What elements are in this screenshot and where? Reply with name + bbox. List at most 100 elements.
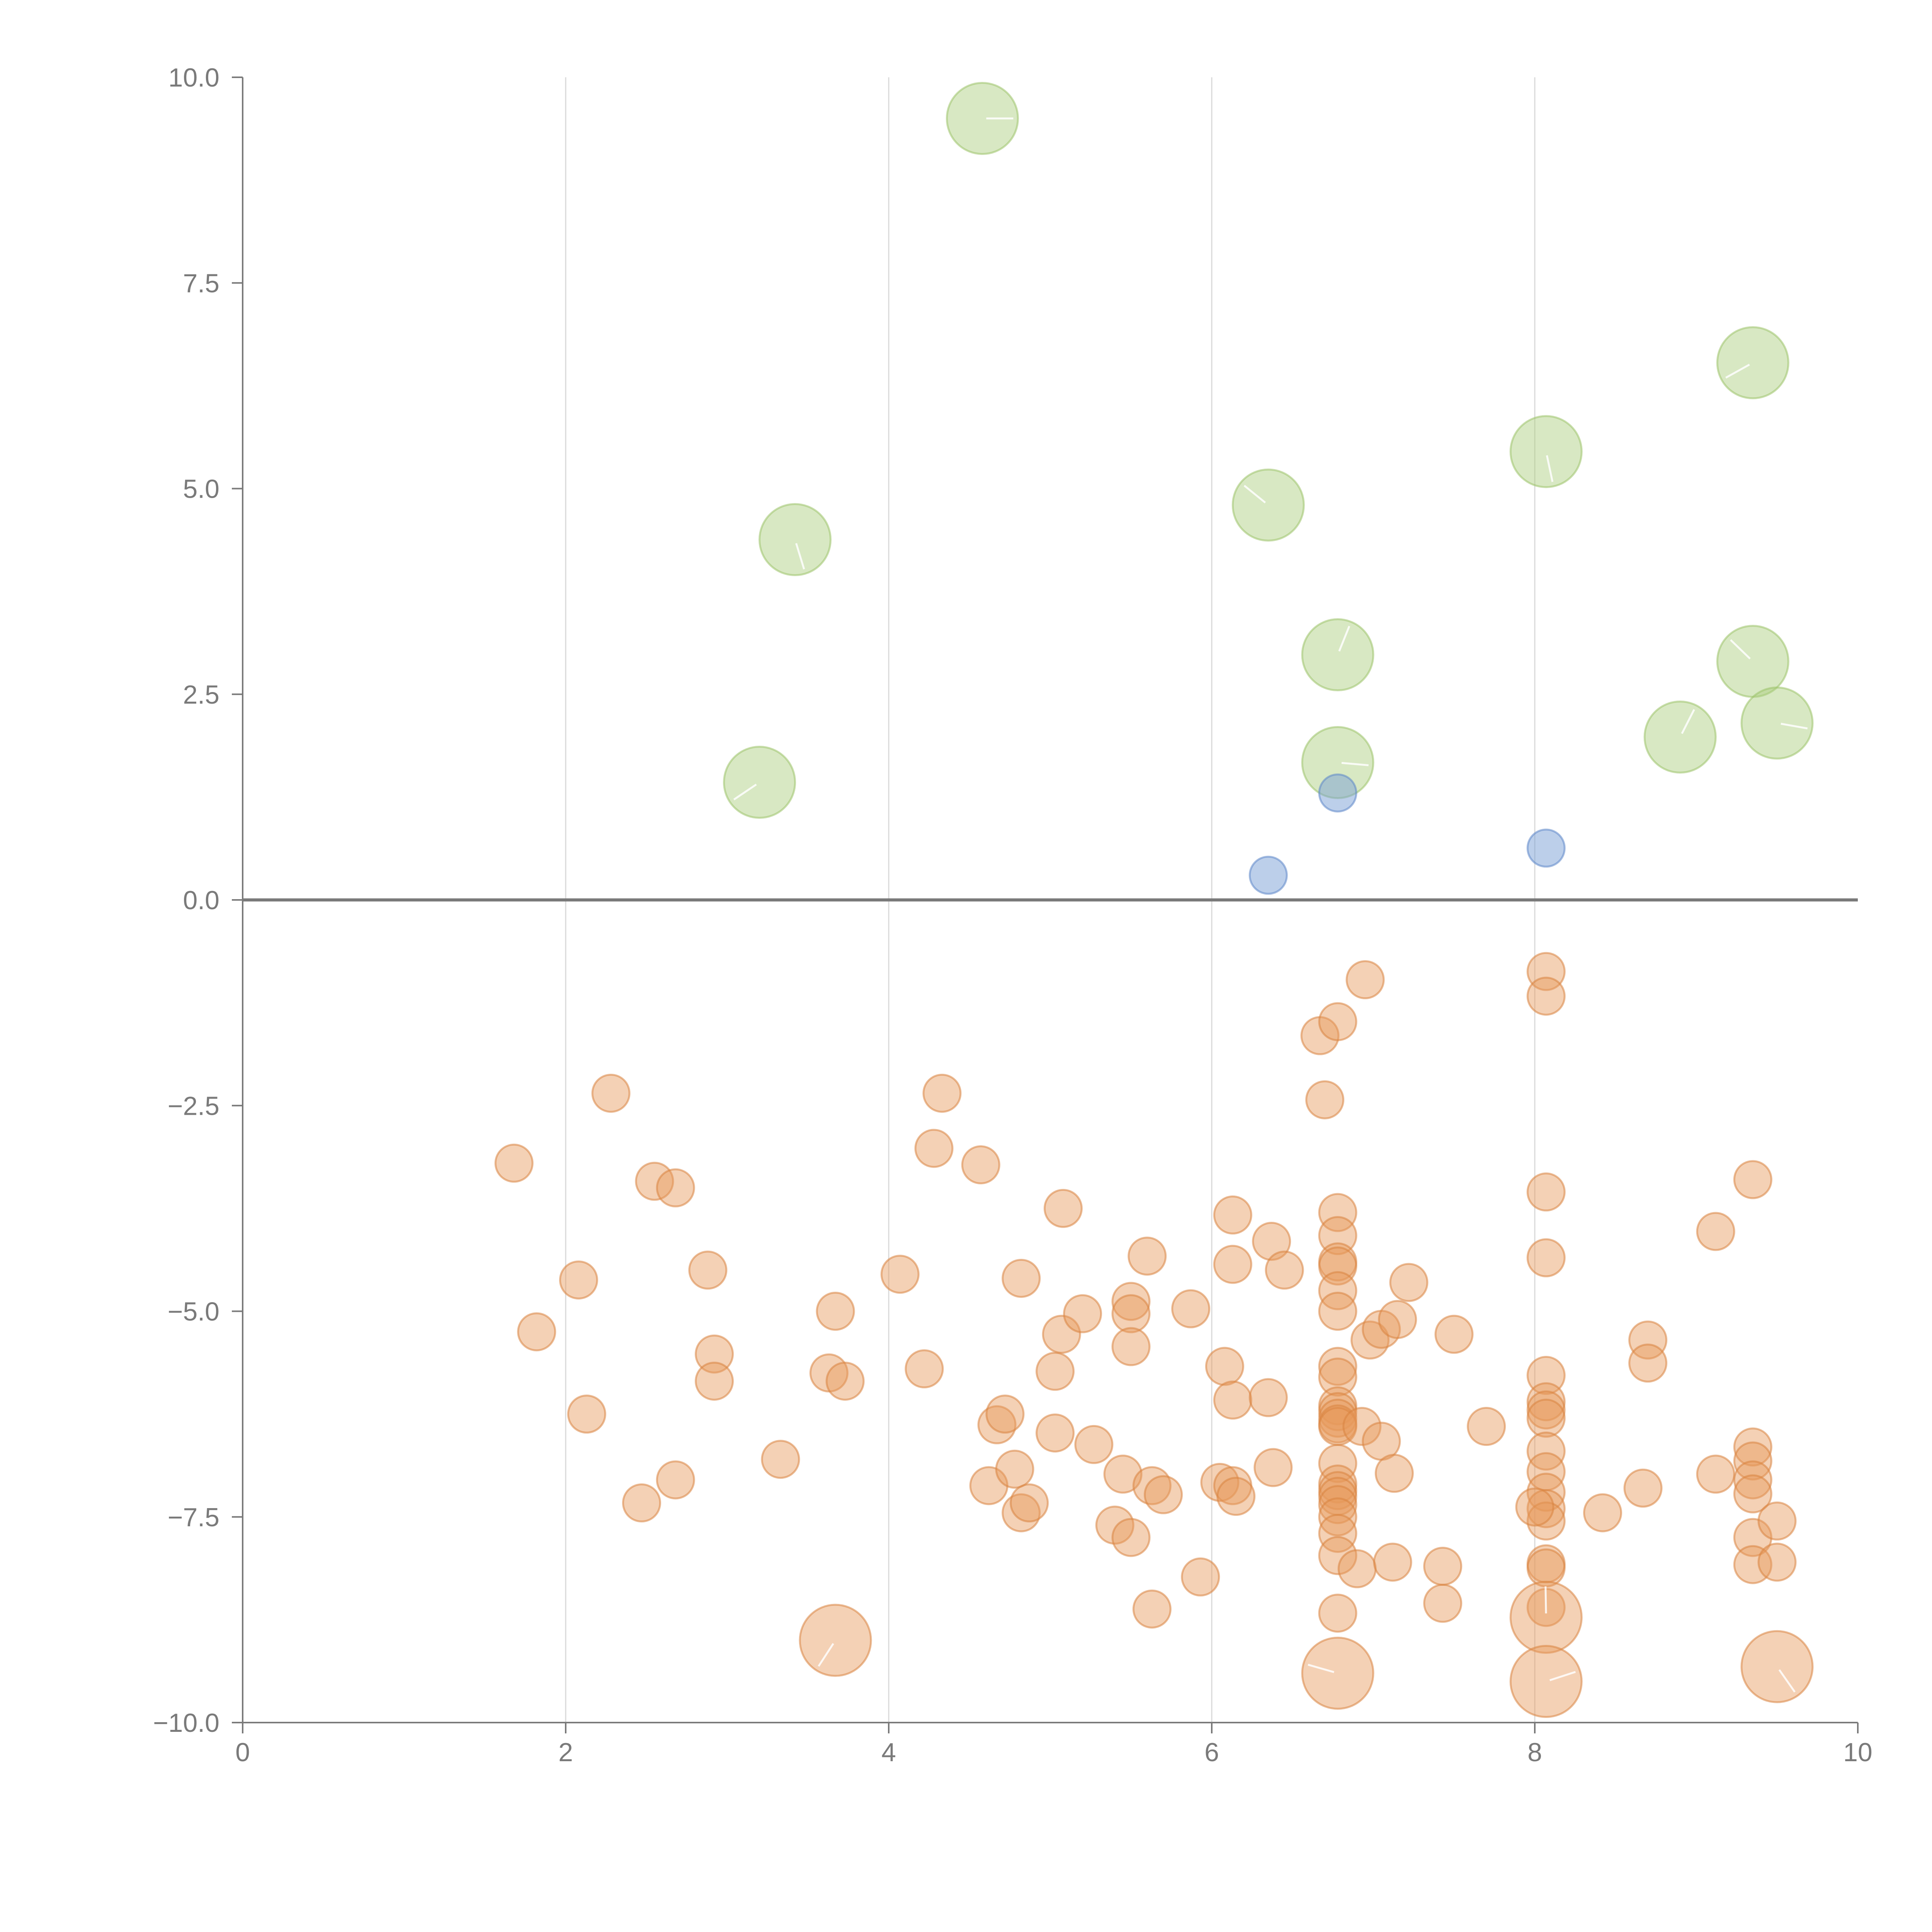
- data-point: [1111, 1518, 1151, 1557]
- data-point: [1248, 1378, 1288, 1417]
- data-point: [1318, 1347, 1357, 1386]
- data-point: [559, 1260, 598, 1300]
- label-leader-line: [818, 1643, 834, 1667]
- data-point: [1111, 1294, 1151, 1333]
- data-point: [985, 1395, 1025, 1434]
- x-tick-label: 2: [558, 1738, 573, 1767]
- data-point: [635, 1162, 674, 1201]
- y-tick-label: 5.0: [183, 474, 219, 504]
- data-point: [1318, 1357, 1357, 1397]
- data-point: [1509, 1645, 1583, 1718]
- data-point: [1378, 1300, 1417, 1339]
- data-point: [656, 1460, 695, 1500]
- data-point: [1345, 960, 1385, 1000]
- data-point: [1318, 1444, 1357, 1483]
- data-point: [1716, 326, 1789, 400]
- data-point: [1248, 855, 1288, 895]
- data-point: [494, 1143, 534, 1183]
- data-point: [1526, 1390, 1566, 1430]
- data-point: [1144, 1475, 1183, 1514]
- data-point: [1318, 1497, 1357, 1537]
- data-point: [1716, 625, 1789, 698]
- data-point: [1042, 1315, 1081, 1354]
- data-point: [622, 1483, 661, 1523]
- data-point: [1318, 1594, 1357, 1633]
- x-tick-label: 10: [1843, 1738, 1872, 1767]
- data-point: [1318, 1514, 1357, 1553]
- data-point: [1318, 1536, 1357, 1575]
- label-leader-line: [1546, 455, 1554, 482]
- data-point: [995, 1449, 1034, 1489]
- label-leader-line: [1243, 485, 1266, 503]
- label-leader-line: [1338, 626, 1350, 652]
- data-point: [1373, 1543, 1412, 1582]
- x-tick-label: 4: [881, 1738, 896, 1767]
- data-point: [1337, 1549, 1377, 1588]
- data-point: [1526, 1431, 1566, 1471]
- data-point: [1628, 1344, 1668, 1383]
- data-point: [1318, 1002, 1357, 1041]
- y-tick-label: 0.0: [183, 886, 219, 915]
- data-point: [1526, 1172, 1566, 1212]
- axes: 0 2 4 6 8 10 10.0 7.5 5.0 2.5 0.0 −2.5 −5.0 −7.5 −10.0: [153, 63, 1872, 1767]
- data-point: [1043, 1189, 1083, 1228]
- data-point: [1733, 1160, 1772, 1199]
- data-point: [1318, 773, 1357, 813]
- data-point: [1526, 828, 1566, 868]
- data-point: [723, 746, 796, 819]
- label-leader-line: [1308, 1663, 1335, 1673]
- label-leader-line: [1681, 709, 1695, 734]
- data-point: [1111, 1282, 1151, 1321]
- data-point: [922, 1073, 962, 1113]
- data-point: [567, 1395, 606, 1434]
- leader-lines: [733, 117, 1808, 1693]
- data-point: [1628, 1320, 1668, 1360]
- label-leader-line: [1778, 1669, 1796, 1693]
- data-point: [695, 1334, 734, 1374]
- data-point: [1010, 1483, 1049, 1523]
- data-point: [1389, 1263, 1429, 1302]
- data-point: [1095, 1505, 1134, 1545]
- data-point: [1265, 1250, 1304, 1290]
- data-point: [1733, 1460, 1772, 1500]
- data-point: [1318, 1271, 1357, 1310]
- data-point: [1301, 1636, 1374, 1710]
- data-point: [1526, 1489, 1566, 1528]
- data-point: [1305, 1080, 1345, 1119]
- data-point: [1467, 1407, 1506, 1446]
- data-point: [1740, 1630, 1814, 1703]
- data-point: [1171, 1289, 1211, 1328]
- y-tick-label: −10.0: [153, 1708, 219, 1738]
- data-point: [1036, 1413, 1075, 1453]
- data-point: [1733, 1474, 1772, 1514]
- data-point: [1128, 1236, 1167, 1276]
- data-point: [1181, 1557, 1220, 1597]
- data-point: [1515, 1487, 1554, 1527]
- data-point: [1509, 415, 1583, 488]
- data-point: [1643, 700, 1717, 774]
- data-point: [1526, 1398, 1566, 1438]
- data-point: [591, 1073, 631, 1113]
- data-point: [695, 1361, 734, 1401]
- data-point: [1216, 1477, 1256, 1516]
- data-point: [1074, 1425, 1114, 1464]
- data-point: [946, 82, 1019, 155]
- data-point: [1526, 1382, 1566, 1422]
- data-point: [517, 1312, 556, 1352]
- data-point: [1200, 1463, 1240, 1502]
- data-point: [1111, 1327, 1151, 1366]
- label-leader-line: [1725, 364, 1750, 379]
- y-tick-label: 10.0: [168, 63, 219, 92]
- data-point: [1740, 686, 1814, 760]
- data-point: [1733, 1427, 1772, 1467]
- data-point: [816, 1292, 855, 1331]
- label-leader-line: [1730, 639, 1751, 660]
- y-tick-label: −5.0: [168, 1297, 219, 1327]
- data-point: [761, 1440, 800, 1479]
- data-point: [1423, 1546, 1463, 1586]
- data-point: [1696, 1212, 1735, 1251]
- data-point: [1434, 1315, 1474, 1354]
- data-point: [1526, 976, 1566, 1016]
- data-point: [1583, 1493, 1622, 1532]
- data-point: [1063, 1294, 1102, 1333]
